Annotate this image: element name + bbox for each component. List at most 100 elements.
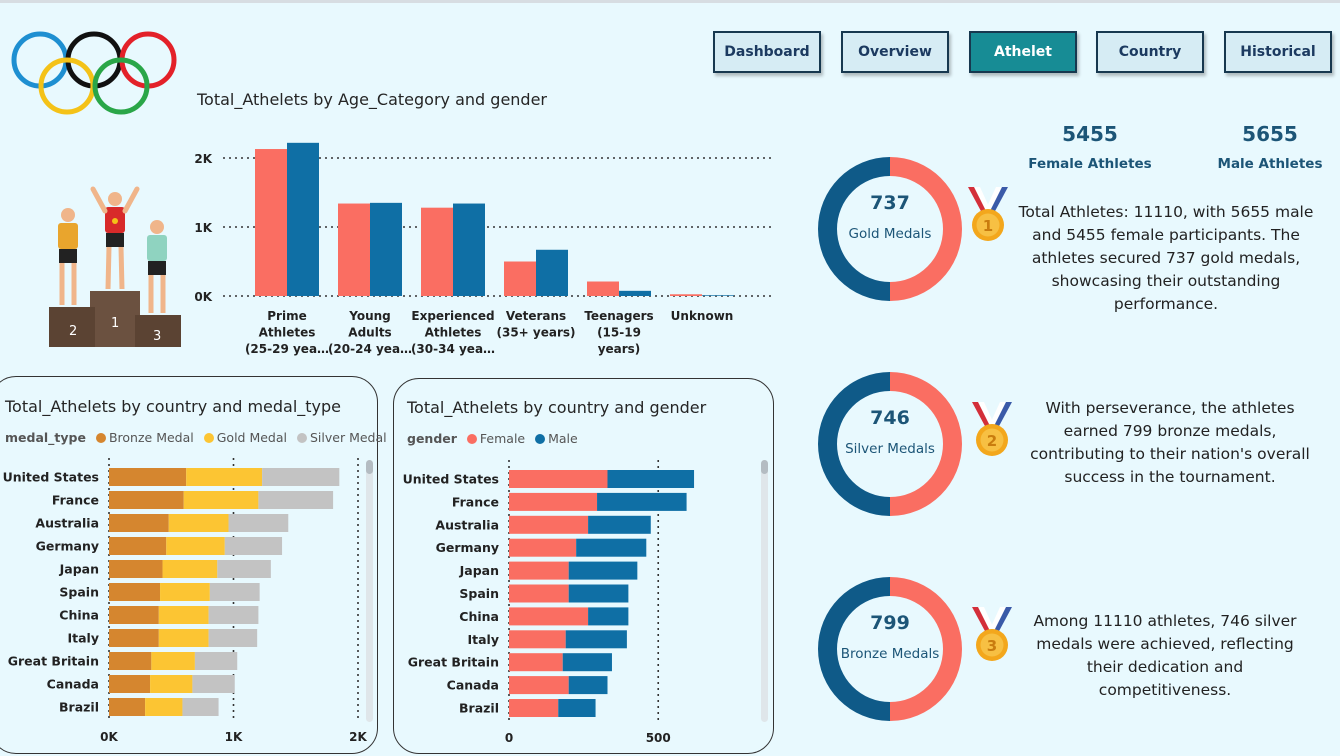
bar-female[interactable] [509, 470, 608, 488]
bar-silver-medal[interactable] [262, 468, 340, 486]
bar-bronze-medal[interactable] [109, 652, 152, 670]
donut-bronze-medals[interactable] [808, 567, 972, 731]
donut-silver-medals[interactable] [808, 362, 972, 526]
bar-silver-medal[interactable] [192, 675, 235, 693]
bar-female[interactable] [509, 515, 589, 534]
donut-female-segment[interactable] [890, 157, 962, 301]
bar-bronze-medal[interactable] [109, 468, 187, 486]
bar-bronze-medal[interactable] [109, 583, 161, 601]
bar-male[interactable] [588, 515, 651, 534]
bar-silver-medal[interactable] [208, 629, 258, 647]
bar-female[interactable] [509, 676, 569, 695]
bar-gold-medal[interactable] [145, 698, 183, 716]
bar-gold-medal[interactable] [151, 652, 195, 670]
donut-female-segment[interactable] [890, 577, 962, 721]
bar-silver-medal[interactable] [224, 537, 283, 555]
bar-bronze-medal[interactable] [109, 560, 163, 578]
gender-chart-scrollbar[interactable] [761, 460, 768, 722]
country-label: United States [403, 472, 499, 487]
country-label: Brazil [59, 700, 99, 715]
bar-bronze-medal[interactable] [109, 606, 159, 624]
bar-male[interactable] [607, 470, 695, 488]
medal-chart-scroll-thumb[interactable] [366, 460, 373, 474]
age-bar-female[interactable] [421, 207, 453, 296]
donut-value: 746 [870, 407, 910, 429]
bar-female[interactable] [509, 607, 589, 626]
donut-male-segment[interactable] [818, 577, 890, 721]
medal-chart-scrollbar[interactable] [366, 460, 373, 722]
age-bar-female[interactable] [670, 294, 702, 296]
bar-female[interactable] [509, 584, 569, 603]
nav-dashboard-button[interactable]: Dashboard [713, 31, 821, 73]
bar-gold-medal[interactable] [183, 491, 259, 509]
xtick-label: 0 [505, 731, 513, 745]
bar-female[interactable] [509, 561, 569, 580]
bar-gold-medal[interactable] [158, 629, 209, 647]
bar-male[interactable] [568, 584, 629, 603]
bar-female[interactable] [509, 538, 577, 557]
age-bar-male[interactable] [536, 249, 568, 296]
bar-gold-medal[interactable] [158, 606, 209, 624]
age-bar-male[interactable] [702, 295, 734, 296]
bar-gold-medal[interactable] [186, 468, 263, 486]
bar-bronze-medal[interactable] [109, 491, 184, 509]
bar-gold-medal[interactable] [162, 560, 218, 578]
bar-female[interactable] [509, 653, 563, 672]
bar-male[interactable] [597, 492, 687, 511]
bar-silver-medal[interactable] [258, 491, 334, 509]
bar-silver-medal[interactable] [228, 514, 289, 532]
age-bar-male[interactable] [370, 202, 402, 296]
bar-gold-medal[interactable] [160, 583, 210, 601]
bar-male[interactable] [588, 607, 629, 626]
bar-male[interactable] [558, 699, 596, 717]
age-bar-female[interactable] [504, 261, 536, 297]
age-category-label: Teenagers [584, 309, 653, 323]
bar-male[interactable] [565, 630, 627, 649]
age-bar-female[interactable] [338, 203, 370, 296]
bar-male[interactable] [568, 676, 608, 695]
nav-overview-button[interactable]: Overview [841, 31, 949, 73]
bar-bronze-medal[interactable] [109, 514, 169, 532]
donut-male-segment[interactable] [818, 157, 890, 301]
country-label: Australia [35, 516, 99, 531]
country-label: Germany [36, 539, 99, 554]
nav-historical-button[interactable]: Historical [1224, 31, 1332, 73]
bar-male[interactable] [576, 538, 647, 557]
male-athletes-value: 5655 [1242, 122, 1298, 146]
legend-bronze: Bronze Medal [108, 430, 194, 445]
bar-silver-medal[interactable] [208, 606, 259, 624]
bar-gold-medal[interactable] [166, 537, 225, 555]
donut-male-segment[interactable] [818, 372, 890, 516]
donut-gold-medals[interactable] [808, 147, 972, 311]
age-category-label: (25-29 yea… [245, 342, 329, 356]
donut-female-segment[interactable] [890, 372, 962, 516]
age-bar-male[interactable] [619, 290, 651, 296]
age-bar-male[interactable] [453, 203, 485, 296]
bar-bronze-medal[interactable] [109, 537, 167, 555]
bar-silver-medal[interactable] [217, 560, 271, 578]
bar-silver-medal[interactable] [182, 698, 219, 716]
bar-gold-medal[interactable] [150, 675, 193, 693]
donut-description: Total Athletes: 11110, with 5655 male an… [1018, 203, 1314, 313]
bar-gold-medal[interactable] [168, 514, 229, 532]
gender-chart-scroll-thumb[interactable] [761, 460, 768, 474]
bar-bronze-medal[interactable] [109, 629, 159, 647]
bar-bronze-medal[interactable] [109, 698, 146, 716]
bar-female[interactable] [509, 492, 598, 511]
nav-country-button[interactable]: Country [1096, 31, 1204, 73]
age-bar-male[interactable] [287, 142, 319, 296]
bar-female[interactable] [509, 699, 559, 717]
bar-silver-medal[interactable] [209, 583, 260, 601]
bar-bronze-medal[interactable] [109, 675, 151, 693]
bar-female[interactable] [509, 630, 566, 649]
age-bar-female[interactable] [255, 149, 287, 296]
donut-label: Gold Medals [848, 226, 932, 242]
bar-male[interactable] [568, 561, 638, 580]
nav-athelet-button[interactable]: Athelet [969, 31, 1077, 73]
bar-male[interactable] [562, 653, 612, 672]
medal-chart: 0K 1K 2K United States France Australia German… [3, 458, 368, 744]
age-bar-female[interactable] [587, 281, 619, 296]
country-label: Japan [459, 563, 499, 578]
male-athletes-label: Male Athletes [1217, 156, 1323, 172]
bar-silver-medal[interactable] [194, 652, 238, 670]
